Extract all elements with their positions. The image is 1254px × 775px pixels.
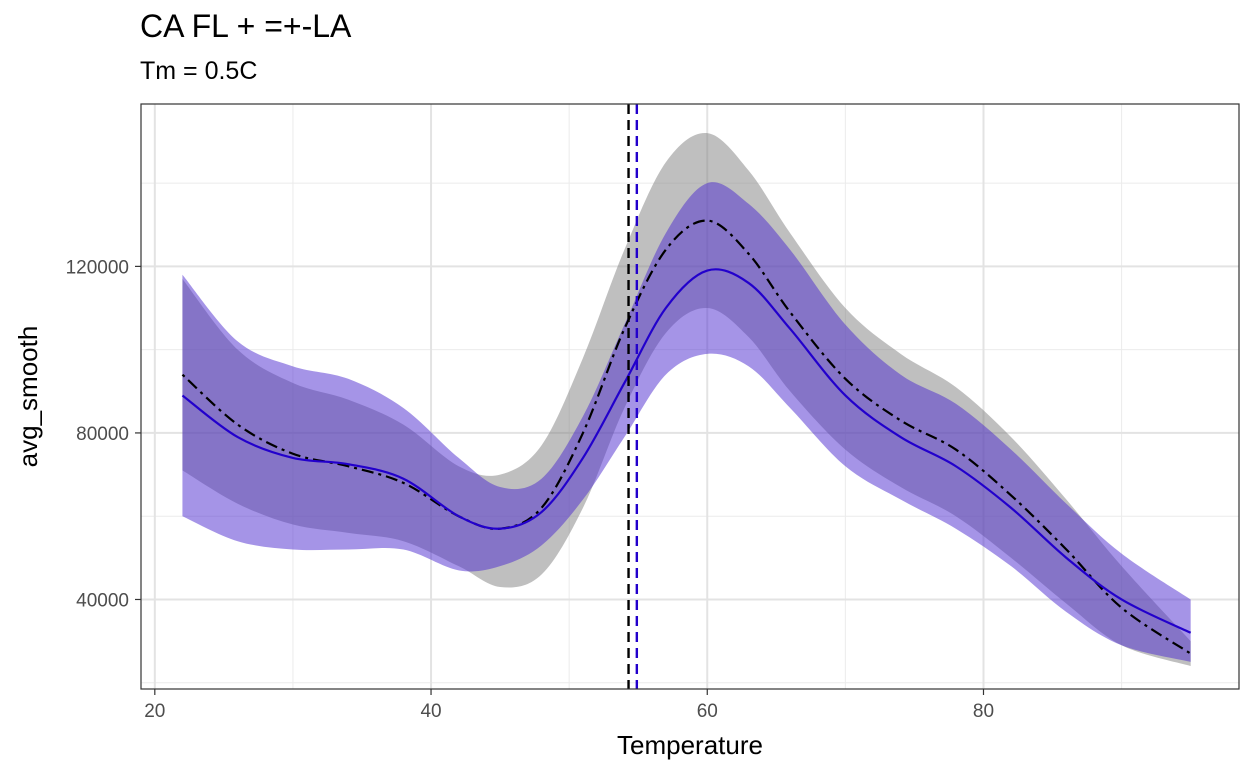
x-tick-label: 20 — [144, 701, 165, 722]
x-tick-label: 80 — [973, 701, 994, 722]
vertical-reference-lines — [627, 104, 639, 689]
confidence-ribbons — [182, 133, 1191, 667]
chart-title: CA FL + =+-LA — [140, 8, 352, 44]
axes: 20 40 60 80 40000 80000 120000 — [66, 257, 994, 722]
chart-subtitle: Tm = 0.5C — [140, 57, 258, 85]
y-tick-label: 80000 — [76, 424, 129, 445]
ribbon-series-2 — [182, 182, 1191, 662]
line-series-1 — [181, 219, 1192, 655]
line-series-2 — [181, 268, 1192, 634]
y-tick-label: 40000 — [76, 590, 129, 611]
x-axis-label: Temperature — [617, 730, 763, 760]
plot-panel-border — [140, 103, 1240, 690]
series-lines — [181, 219, 1192, 655]
y-tick-label: 120000 — [66, 257, 129, 278]
x-tick-label: 40 — [420, 701, 441, 722]
x-tick-label: 60 — [697, 701, 718, 722]
y-axis-label: avg_smooth — [13, 326, 43, 468]
